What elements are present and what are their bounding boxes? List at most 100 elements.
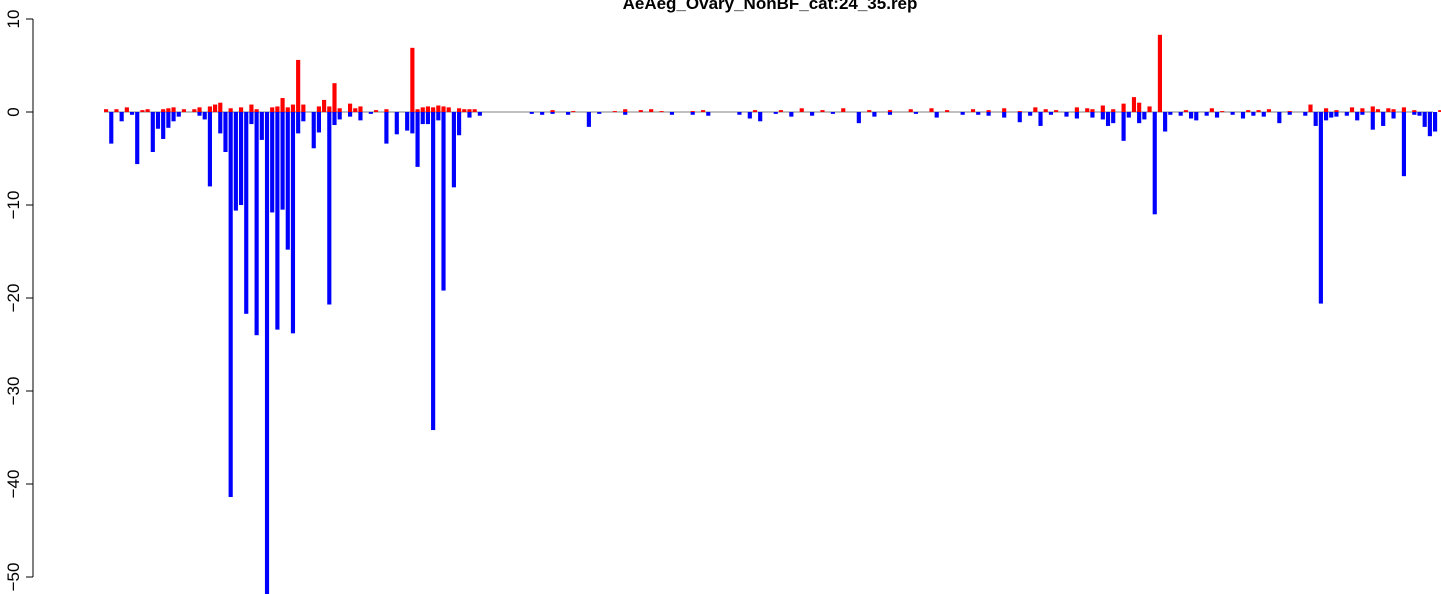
bar [425,106,431,112]
bar [436,105,441,112]
bar [213,104,218,112]
bar [1189,112,1194,119]
chart-title: AeAeg_Ovary_NonBF_cat:24_35.rep [623,0,918,13]
bar [597,112,602,114]
bar [913,112,919,114]
bar [1334,110,1339,112]
bar [384,109,389,112]
bar [192,109,197,112]
bar [1323,108,1329,112]
bar [649,109,654,112]
bar [669,112,675,115]
bar [1266,109,1272,112]
bar [1318,112,1323,304]
bar [1349,107,1355,112]
bar [1033,107,1038,112]
y-tick-label: 0 [4,107,23,116]
bar [467,109,472,112]
bar [218,102,223,112]
bar [109,112,114,144]
bar [887,110,893,112]
bar [259,112,264,140]
bar [290,112,296,334]
bar [1147,106,1152,112]
y-tick-label: −40 [4,470,23,499]
bar [1422,112,1427,127]
bar [140,110,145,112]
bar [986,112,991,116]
bar [202,112,207,120]
bar [197,112,202,116]
bar [659,111,664,113]
bar [467,112,472,118]
bar [1401,112,1407,177]
bar [1251,112,1256,116]
bar [405,112,410,131]
bar [1017,111,1022,113]
bar [436,112,441,121]
bar [462,109,467,112]
bar [540,112,545,115]
bar [1355,112,1360,121]
bar [176,112,181,117]
bar [841,108,846,112]
bar [384,112,389,144]
bar [301,104,306,112]
bar [1287,112,1292,115]
bar [1214,112,1220,118]
bar [451,112,456,188]
bar [228,108,233,112]
bar [737,112,742,115]
bar [1375,109,1381,112]
bar [1002,108,1007,112]
bar [789,112,794,117]
bar [566,112,571,115]
bar [150,112,155,152]
bar [1054,110,1059,112]
bar [1261,112,1266,117]
y-tick-label: −10 [4,191,23,220]
bar [706,112,711,116]
bar [207,112,212,187]
bar [316,112,322,133]
bar [290,104,296,112]
bar [1137,112,1142,124]
bar [327,112,332,305]
bar [218,112,223,134]
bar [1085,108,1090,112]
bar [1381,112,1386,126]
bar [311,112,316,149]
bar [347,112,353,117]
bar [1090,109,1095,112]
bar [270,107,275,112]
bar [1028,112,1033,116]
bar [244,112,249,314]
y-tick-label: −50 [4,563,23,592]
bar [1303,112,1308,116]
bar [285,112,290,250]
bar [249,104,254,112]
bar [1412,112,1417,115]
bar [119,112,124,122]
bar [1074,107,1079,112]
bar [425,112,431,125]
bar [690,112,695,115]
bar [1256,110,1261,112]
bar [415,109,420,112]
bar [368,112,373,114]
bar [337,112,342,120]
bar [197,107,202,112]
bar [223,112,228,152]
bar [820,110,825,112]
bar [410,47,415,112]
bar [1090,112,1095,118]
bar [856,112,861,124]
bar [887,112,893,115]
bar [960,112,965,115]
bar [1038,112,1043,126]
bar [1142,112,1147,120]
bar [1401,107,1407,112]
bar [270,112,275,213]
bar [799,108,804,112]
bar [701,110,706,112]
